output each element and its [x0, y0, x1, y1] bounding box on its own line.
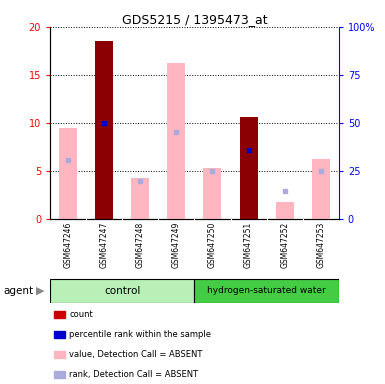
Title: GDS5215 / 1395473_at: GDS5215 / 1395473_at: [122, 13, 267, 26]
Text: GSM647246: GSM647246: [64, 222, 73, 268]
Text: GSM647249: GSM647249: [172, 222, 181, 268]
Text: GSM647252: GSM647252: [280, 222, 289, 268]
Text: hydrogen-saturated water: hydrogen-saturated water: [207, 286, 326, 295]
FancyBboxPatch shape: [50, 279, 194, 303]
Bar: [59, 127, 77, 219]
Bar: [239, 117, 258, 219]
Text: GSM647251: GSM647251: [244, 222, 253, 268]
Bar: [276, 202, 294, 219]
Text: GSM647248: GSM647248: [136, 222, 145, 268]
Text: count: count: [69, 310, 93, 319]
Bar: [131, 177, 149, 219]
Text: GSM647250: GSM647250: [208, 222, 217, 268]
Bar: [312, 159, 330, 219]
Text: agent: agent: [4, 286, 34, 296]
Text: value, Detection Call = ABSENT: value, Detection Call = ABSENT: [69, 350, 203, 359]
Text: control: control: [104, 286, 141, 296]
Text: GSM647253: GSM647253: [316, 222, 325, 268]
Bar: [95, 41, 113, 219]
Text: rank, Detection Call = ABSENT: rank, Detection Call = ABSENT: [69, 370, 198, 379]
FancyBboxPatch shape: [194, 279, 339, 303]
Text: GSM647247: GSM647247: [100, 222, 109, 268]
Text: percentile rank within the sample: percentile rank within the sample: [69, 330, 211, 339]
Bar: [203, 168, 221, 219]
Bar: [167, 63, 186, 219]
Text: ▶: ▶: [36, 286, 45, 296]
